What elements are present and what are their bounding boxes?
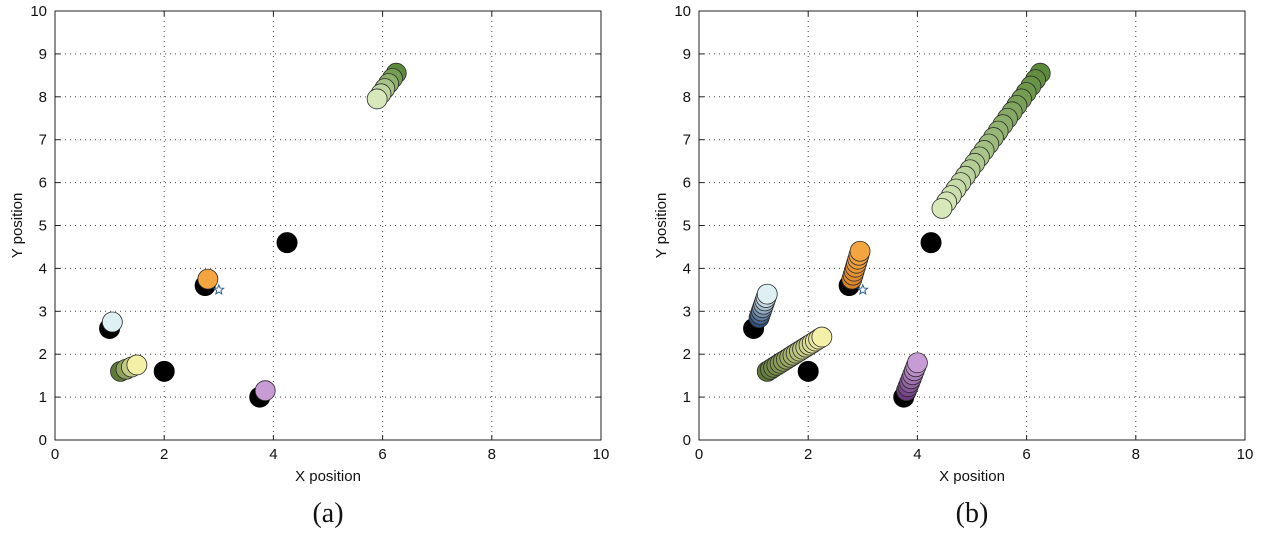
trajectory-4	[197, 268, 219, 290]
y-tick-label: 8	[39, 89, 47, 106]
trajectory-point	[254, 380, 276, 402]
black-point	[153, 360, 175, 382]
trajectory-1	[931, 62, 1051, 219]
plot-frame	[698, 10, 1246, 441]
x-tick-label: 8	[1132, 446, 1140, 463]
y-tick-label: 7	[683, 132, 691, 149]
y-tick-label: 9	[683, 46, 691, 63]
trajectory-point	[101, 311, 123, 333]
star-marker	[856, 283, 869, 295]
y-tick-label: 1	[39, 389, 47, 406]
trajectory-point	[126, 354, 148, 376]
y-tick-label: 5	[39, 218, 47, 235]
trajectory-point	[907, 352, 928, 374]
trajectory-2	[101, 311, 123, 333]
trajectory-point	[931, 197, 953, 219]
panel-label: (b)	[956, 498, 989, 529]
y-tick-label: 6	[39, 175, 47, 192]
x-tick-label: 6	[378, 446, 386, 463]
plot-area	[743, 62, 1051, 408]
trajectory-point	[811, 326, 833, 348]
trajectory-point	[197, 268, 219, 290]
trajectory-2	[748, 283, 778, 329]
trajectory-point	[756, 283, 778, 305]
trajectory-3	[110, 354, 148, 382]
star-marker	[212, 283, 225, 295]
trajectory-5	[896, 352, 928, 402]
x-tick-label: 8	[488, 446, 496, 463]
y-tick-label: 4	[39, 260, 47, 277]
plot-area	[99, 62, 407, 408]
x-axis-label: X position	[939, 468, 1005, 485]
x-tick-label: 0	[695, 446, 703, 463]
x-tick-label: 2	[160, 446, 168, 463]
trajectory-3	[756, 326, 833, 382]
y-tick-label: 5	[683, 218, 691, 235]
x-tick-label: 0	[51, 446, 59, 463]
y-axis-label: Y position	[653, 193, 670, 259]
trajectory-point	[366, 88, 388, 110]
x-tick-label: 10	[593, 446, 610, 463]
x-tick-label: 2	[804, 446, 812, 463]
y-tick-label: 1	[683, 389, 691, 406]
y-tick-label: 10	[30, 3, 47, 20]
chart-panel-b: 0 2 4 6 8 10 0 1 2 3 4 5 6 7 8 9 10 X position Y position (…	[653, 3, 1253, 529]
y-tick-label: 2	[39, 346, 47, 363]
x-tick-label: 6	[1022, 446, 1030, 463]
trajectory-point	[849, 240, 871, 262]
y-tick-label: 2	[683, 346, 691, 363]
y-tick-label: 0	[39, 432, 47, 449]
trajectory-5	[254, 380, 276, 402]
y-tick-label: 4	[683, 260, 691, 277]
black-point	[797, 360, 819, 382]
x-tick-label: 4	[269, 446, 277, 463]
y-tick-label: 3	[683, 303, 691, 320]
y-tick-label: 0	[683, 432, 691, 449]
trajectory-1	[366, 62, 407, 110]
black-point	[276, 232, 298, 254]
trajectory-4	[841, 240, 871, 290]
y-tick-label: 6	[683, 175, 691, 192]
y-tick-label: 10	[674, 3, 691, 20]
y-axis-label: Y position	[9, 193, 26, 259]
x-tick-label: 10	[1237, 446, 1254, 463]
panel-label: (a)	[312, 498, 343, 529]
y-tick-label: 3	[39, 303, 47, 320]
y-tick-label: 8	[683, 89, 691, 106]
y-tick-label: 7	[39, 132, 47, 149]
x-tick-label: 4	[913, 446, 921, 463]
chart-panel-a: 0 2 4 6 8 10 0 1 2 3 4 5 6 7 8 9 10 X position Y position (…	[9, 3, 609, 529]
black-point	[920, 232, 942, 254]
x-axis-label: X position	[295, 468, 361, 485]
y-tick-label: 9	[39, 46, 47, 63]
